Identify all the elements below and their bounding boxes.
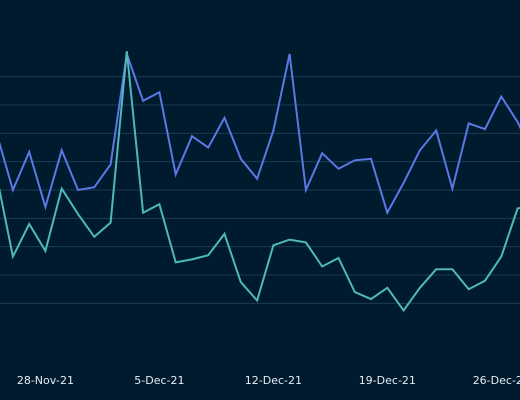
x-tick-label-1: 5-Dec-21 — [134, 374, 184, 387]
x-tick-label-4: 26-Dec-21 — [473, 374, 520, 387]
series-line-0 — [0, 53, 520, 216]
x-tick-label-3: 19-Dec-21 — [359, 374, 416, 387]
x-tick-label-2: 12-Dec-21 — [245, 374, 302, 387]
x-tick-label-0: 28-Nov-21 — [17, 374, 74, 387]
series-line-1 — [0, 51, 520, 313]
series-lines — [0, 51, 520, 313]
y-gridlines — [0, 76, 520, 304]
x-tick-labels: 28-Nov-21 5-Dec-21 12-Dec-21 19-Dec-21 26-De… — [17, 374, 520, 387]
